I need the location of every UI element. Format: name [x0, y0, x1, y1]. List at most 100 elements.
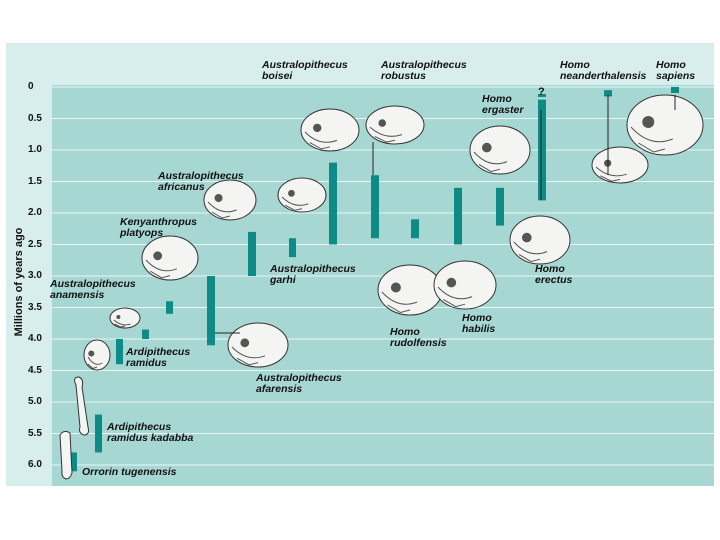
species-label-africanus: Australopithecus africanus: [158, 171, 244, 193]
species-label-platyops: Kenyanthropus platyops: [120, 217, 197, 239]
species-label-line2: robustus: [381, 70, 426, 82]
skull-afarensis-icon: [227, 322, 289, 368]
species-label-line2: anamensis: [50, 289, 105, 301]
skull-rudolfensis-icon: [377, 264, 443, 316]
species-label-line1: Australopithecus: [50, 278, 136, 290]
y-tick-label: 5.5: [28, 427, 42, 439]
y-tick-label: 6.0: [28, 459, 42, 470]
time-range-bar-habilis: [454, 187, 462, 245]
y-tick-label: 4.0: [28, 333, 42, 344]
y-axis-title: Millions of years ago: [13, 227, 25, 337]
time-range-bar-africanus: [248, 231, 256, 276]
species-label-afarensis: Australopithecus afarensis: [256, 373, 342, 395]
species-label-kadabba: Ardipithecus ramidus kadabba: [107, 422, 193, 444]
time-range-bar-rudolfensis: [411, 219, 419, 239]
skull-erectus-icon: [509, 215, 571, 265]
species-label-line2: boisei: [262, 70, 293, 82]
skull-platyops-icon: [141, 235, 199, 281]
skull-sapiens-icon: [626, 94, 704, 156]
uncertain-range-dash: [538, 108, 546, 111]
y-tick-label: 5.0: [28, 396, 42, 407]
fossil-illustrations: [59, 94, 704, 480]
species-label-sapiens: Homo sapiens: [656, 60, 695, 82]
time-range-bar-orrorin: [70, 452, 77, 472]
species-label-anamensis: Australopithecus anamensis: [50, 279, 136, 301]
species-label-line1: Homo: [482, 93, 512, 105]
species-label-line1: Kenyanthropus: [120, 216, 198, 228]
species-label-ergaster: Homo ergaster: [482, 94, 523, 116]
species-label-line1: Australopithecus: [158, 170, 244, 182]
skull-neanderthal-icon: [591, 146, 649, 184]
species-label-line2: ramidus: [126, 357, 167, 369]
species-label-ramidus: Ardipithecus ramidus: [126, 347, 190, 369]
species-label-line2: africanus: [158, 181, 205, 193]
uncertain-range-dash: [538, 94, 546, 97]
species-label-neanderthalensis: Homo neanderthalensis: [560, 60, 646, 82]
species-label-line2: erectus: [535, 274, 573, 286]
y-tick-label: 0.5: [28, 112, 42, 124]
time-range-bar-sapiens: [671, 87, 679, 93]
jaw-anamensis-icon: [109, 307, 141, 329]
species-label-line2: platyops: [120, 227, 164, 239]
skull-boisei-icon: [300, 108, 360, 152]
time-range-bar-robustus: [371, 175, 379, 239]
femur-bone-icon: [74, 376, 89, 436]
y-tick-label: 0: [28, 81, 34, 92]
time-range-bar-ramidus: [116, 339, 123, 365]
y-tick-label: 4.5: [28, 364, 42, 376]
skull-robustus-icon: [365, 105, 425, 145]
label-connectors: [215, 95, 676, 334]
species-label-line1: Australopithecus: [256, 372, 342, 384]
species-label-line1: Homo: [656, 59, 686, 71]
time-range-bar-erectus: [538, 99, 546, 201]
uncertain-marker: ?: [538, 86, 545, 98]
species-label-rudolfensis: Homo rudolfensis: [390, 327, 447, 349]
species-label-line2: ergaster: [482, 104, 524, 116]
time-range-bar-neanderthalensis: [604, 90, 612, 97]
time-range-bar-garhi: [289, 238, 296, 258]
bones-ramidus-icon: [83, 339, 111, 371]
time-range-bar-anamensis: [142, 329, 149, 339]
species-label-garhi: Australopithecus garhi: [270, 264, 356, 286]
species-label-habilis: Homo habilis: [462, 313, 495, 335]
skull-africanus-icon: [203, 179, 257, 221]
species-label-line1: Homo: [560, 59, 590, 71]
species-label-line1: Homo: [390, 326, 420, 338]
time-range-bar-afarensis: [207, 276, 215, 346]
species-label-line2: rudolfensis: [390, 337, 447, 349]
time-range-bars: [70, 87, 679, 472]
species-label-line2: ramidus kadabba: [107, 432, 194, 444]
species-label-boisei: Australopithecus boisei: [262, 60, 348, 82]
species-label-line2: afarensis: [256, 383, 303, 395]
uncertain-range-dash: [538, 101, 546, 104]
skull-ergaster-icon: [469, 125, 531, 175]
species-label-line1: Ardipithecus: [107, 421, 172, 433]
y-tick-label: 1.5: [28, 175, 42, 187]
y-tick-label: 2.0: [28, 207, 42, 218]
y-tick-label: 3.0: [28, 270, 42, 281]
species-label-line1: Australopithecus: [270, 263, 356, 275]
time-range-bar-boisei: [329, 162, 337, 245]
skull-habilis-icon: [433, 260, 497, 310]
species-label-line2: habilis: [462, 323, 496, 335]
species-label-robustus: Australopithecus robustus: [381, 60, 467, 82]
skull-garhi-icon: [277, 177, 327, 213]
species-label-line1: Homo: [462, 312, 492, 324]
species-label-erectus: Homo erectus: [535, 264, 572, 286]
species-label-line1: Australopithecus: [381, 59, 467, 71]
species-label-line2: neanderthalensis: [560, 70, 647, 82]
y-tick-label: 3.5: [28, 301, 42, 313]
species-label-line1: Australopithecus: [262, 59, 348, 71]
time-range-bar-ergaster: [496, 187, 504, 226]
species-label-line1: Homo: [535, 263, 565, 275]
species-label-line1: Ardipithecus: [126, 346, 191, 358]
y-tick-label: 1.0: [28, 144, 42, 155]
species-label-line1: Orrorin tugenensis: [82, 466, 177, 478]
species-label-line2: garhi: [270, 274, 296, 286]
species-label-line2: sapiens: [656, 70, 696, 82]
time-range-bar-kadabba: [95, 414, 102, 453]
y-tick-label: 2.5: [28, 238, 42, 250]
species-label-orrorin: Orrorin tugenensis: [82, 467, 177, 478]
limb-bone-icon: [59, 430, 73, 480]
